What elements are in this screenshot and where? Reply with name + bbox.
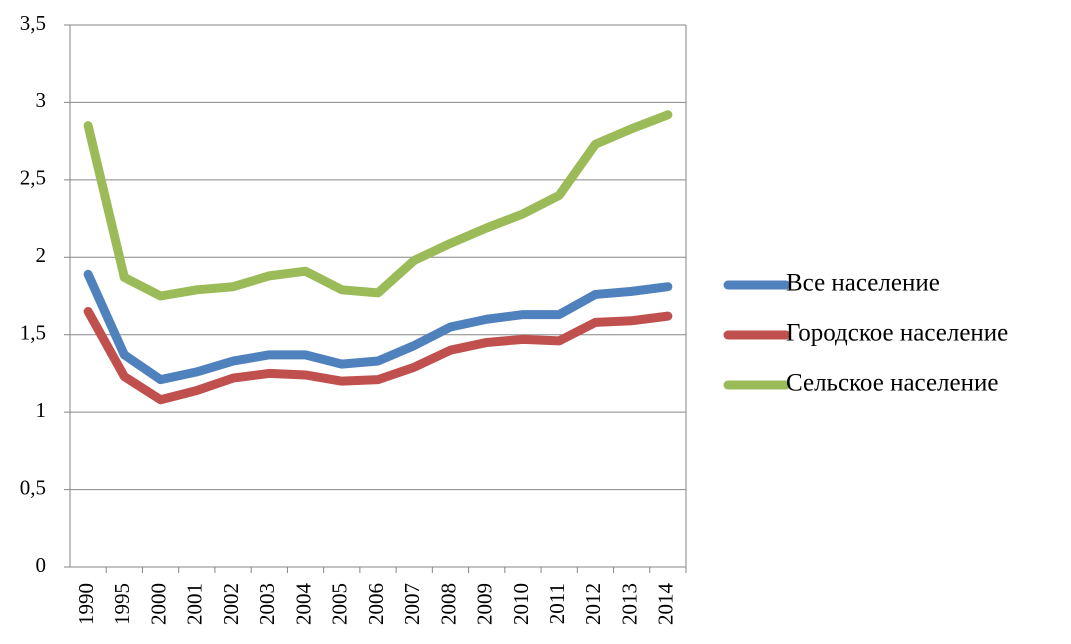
- x-tick-label: 2002: [219, 583, 243, 625]
- x-tick-label: 2008: [436, 583, 460, 625]
- y-tick-label: 1: [36, 398, 47, 422]
- y-tick-label: 3: [36, 88, 47, 112]
- legend-label: Сельское население: [786, 370, 998, 397]
- x-tick-label: 2012: [581, 583, 605, 625]
- y-tick-label: 0,5: [20, 475, 46, 499]
- x-tick-label: 2006: [364, 583, 388, 625]
- x-tick-label: 2000: [146, 583, 170, 625]
- x-tick-label: 2013: [617, 583, 641, 625]
- line-series: [83, 269, 673, 385]
- x-tick-label: 2004: [291, 583, 315, 626]
- y-tick-label: 3,5: [20, 11, 46, 35]
- x-tick-label: 2001: [183, 583, 207, 625]
- y-tick-label: 2,5: [20, 166, 46, 190]
- line-series: [83, 306, 673, 405]
- y-tick-label: 0: [36, 553, 47, 577]
- y-tick-label: 2: [36, 243, 47, 267]
- x-tick-label: 2003: [255, 583, 279, 625]
- x-tick-label: 2009: [473, 583, 497, 625]
- x-tick-label: 2011: [545, 583, 569, 624]
- x-tick-label: 1995: [110, 583, 134, 625]
- x-tick-label: 1990: [74, 583, 98, 625]
- x-tick-label: 2010: [509, 583, 533, 625]
- legend-label: Все население: [786, 270, 940, 297]
- line-series: [83, 110, 673, 301]
- y-tick-label: 1,5: [20, 321, 46, 345]
- legend-label: Городское население: [786, 320, 1008, 347]
- x-tick-label: 2014: [654, 583, 678, 626]
- x-tick-label: 2005: [328, 583, 352, 625]
- x-tick-label: 2007: [400, 583, 424, 625]
